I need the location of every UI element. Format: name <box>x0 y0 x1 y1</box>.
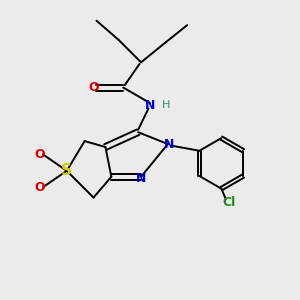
Text: Cl: Cl <box>222 196 236 208</box>
Text: S: S <box>61 163 72 178</box>
Text: N: N <box>145 99 155 112</box>
Text: O: O <box>88 81 99 94</box>
Text: O: O <box>35 148 45 161</box>
Text: N: N <box>136 172 146 185</box>
Text: N: N <box>164 138 175 151</box>
Text: O: O <box>35 181 45 194</box>
Text: H: H <box>162 100 170 110</box>
